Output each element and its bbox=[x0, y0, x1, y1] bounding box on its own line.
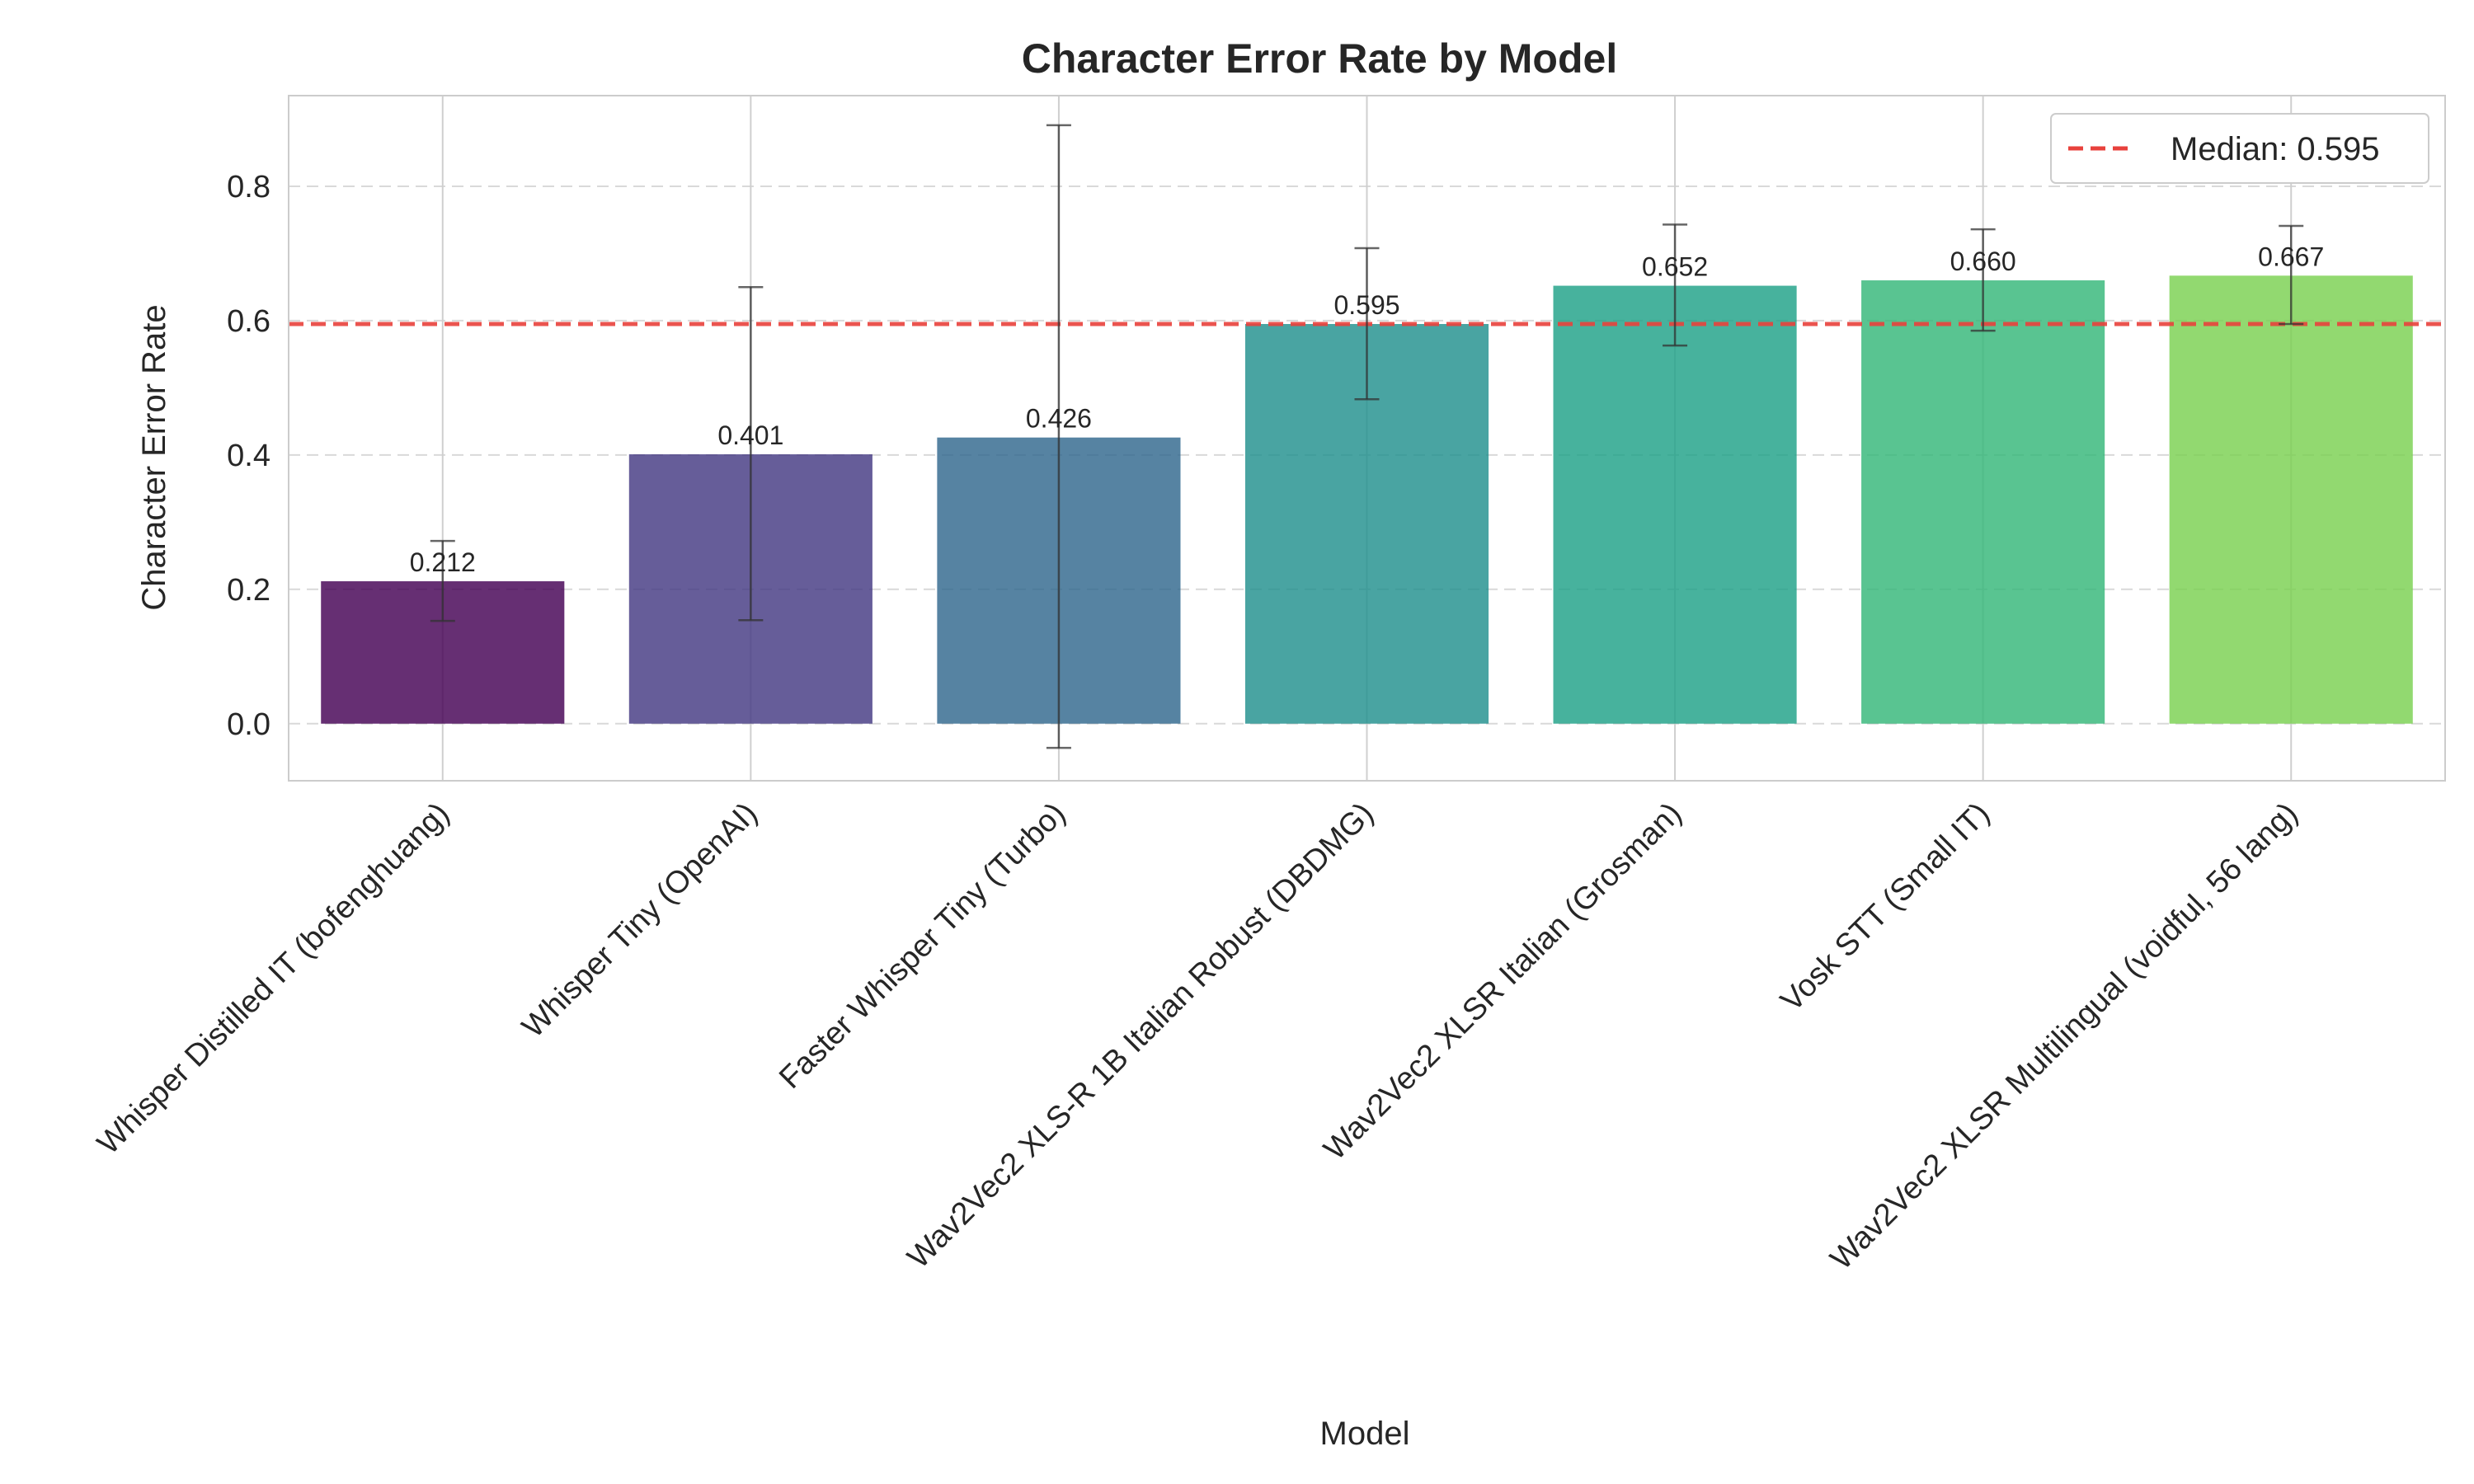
bar bbox=[1861, 280, 2105, 724]
bar-value-label: 0.660 bbox=[1950, 247, 2016, 276]
y-tick-labels: 0.0 0.2 0.4 0.6 0.8 bbox=[227, 170, 270, 742]
bars bbox=[321, 275, 2413, 724]
y-tick-label: 0.0 bbox=[227, 707, 270, 742]
bar-value-label: 0.667 bbox=[2258, 242, 2324, 271]
bar bbox=[2169, 275, 2413, 724]
bar-value-label: 0.212 bbox=[410, 547, 476, 577]
bar-value-label: 0.652 bbox=[1642, 252, 1708, 282]
x-axis-label: Model bbox=[1320, 1416, 1410, 1452]
bar-value-label: 0.401 bbox=[717, 420, 783, 450]
bar-value-labels: 0.212 0.401 0.426 0.595 0.652 0.660 0.667 bbox=[410, 242, 2325, 577]
bar-value-label: 0.595 bbox=[1333, 290, 1399, 320]
bar bbox=[1553, 285, 1797, 724]
y-tick-label: 0.8 bbox=[227, 170, 270, 204]
legend-median-label: Median: 0.595 bbox=[2171, 131, 2380, 167]
plot-frame bbox=[288, 95, 2446, 782]
y-tick-label: 0.2 bbox=[227, 573, 270, 608]
y-tick-label: 0.4 bbox=[227, 439, 270, 473]
bar-value-label: 0.426 bbox=[1026, 404, 1092, 434]
error-bars bbox=[430, 124, 2304, 749]
y-tick-label: 0.6 bbox=[227, 304, 270, 339]
y-axis-label: Character Error Rate bbox=[136, 304, 172, 610]
legend-box bbox=[2050, 113, 2429, 184]
legend: Median: 0.595 bbox=[2050, 113, 2429, 184]
chart-title: Character Error Rate by Model bbox=[1022, 35, 1617, 82]
